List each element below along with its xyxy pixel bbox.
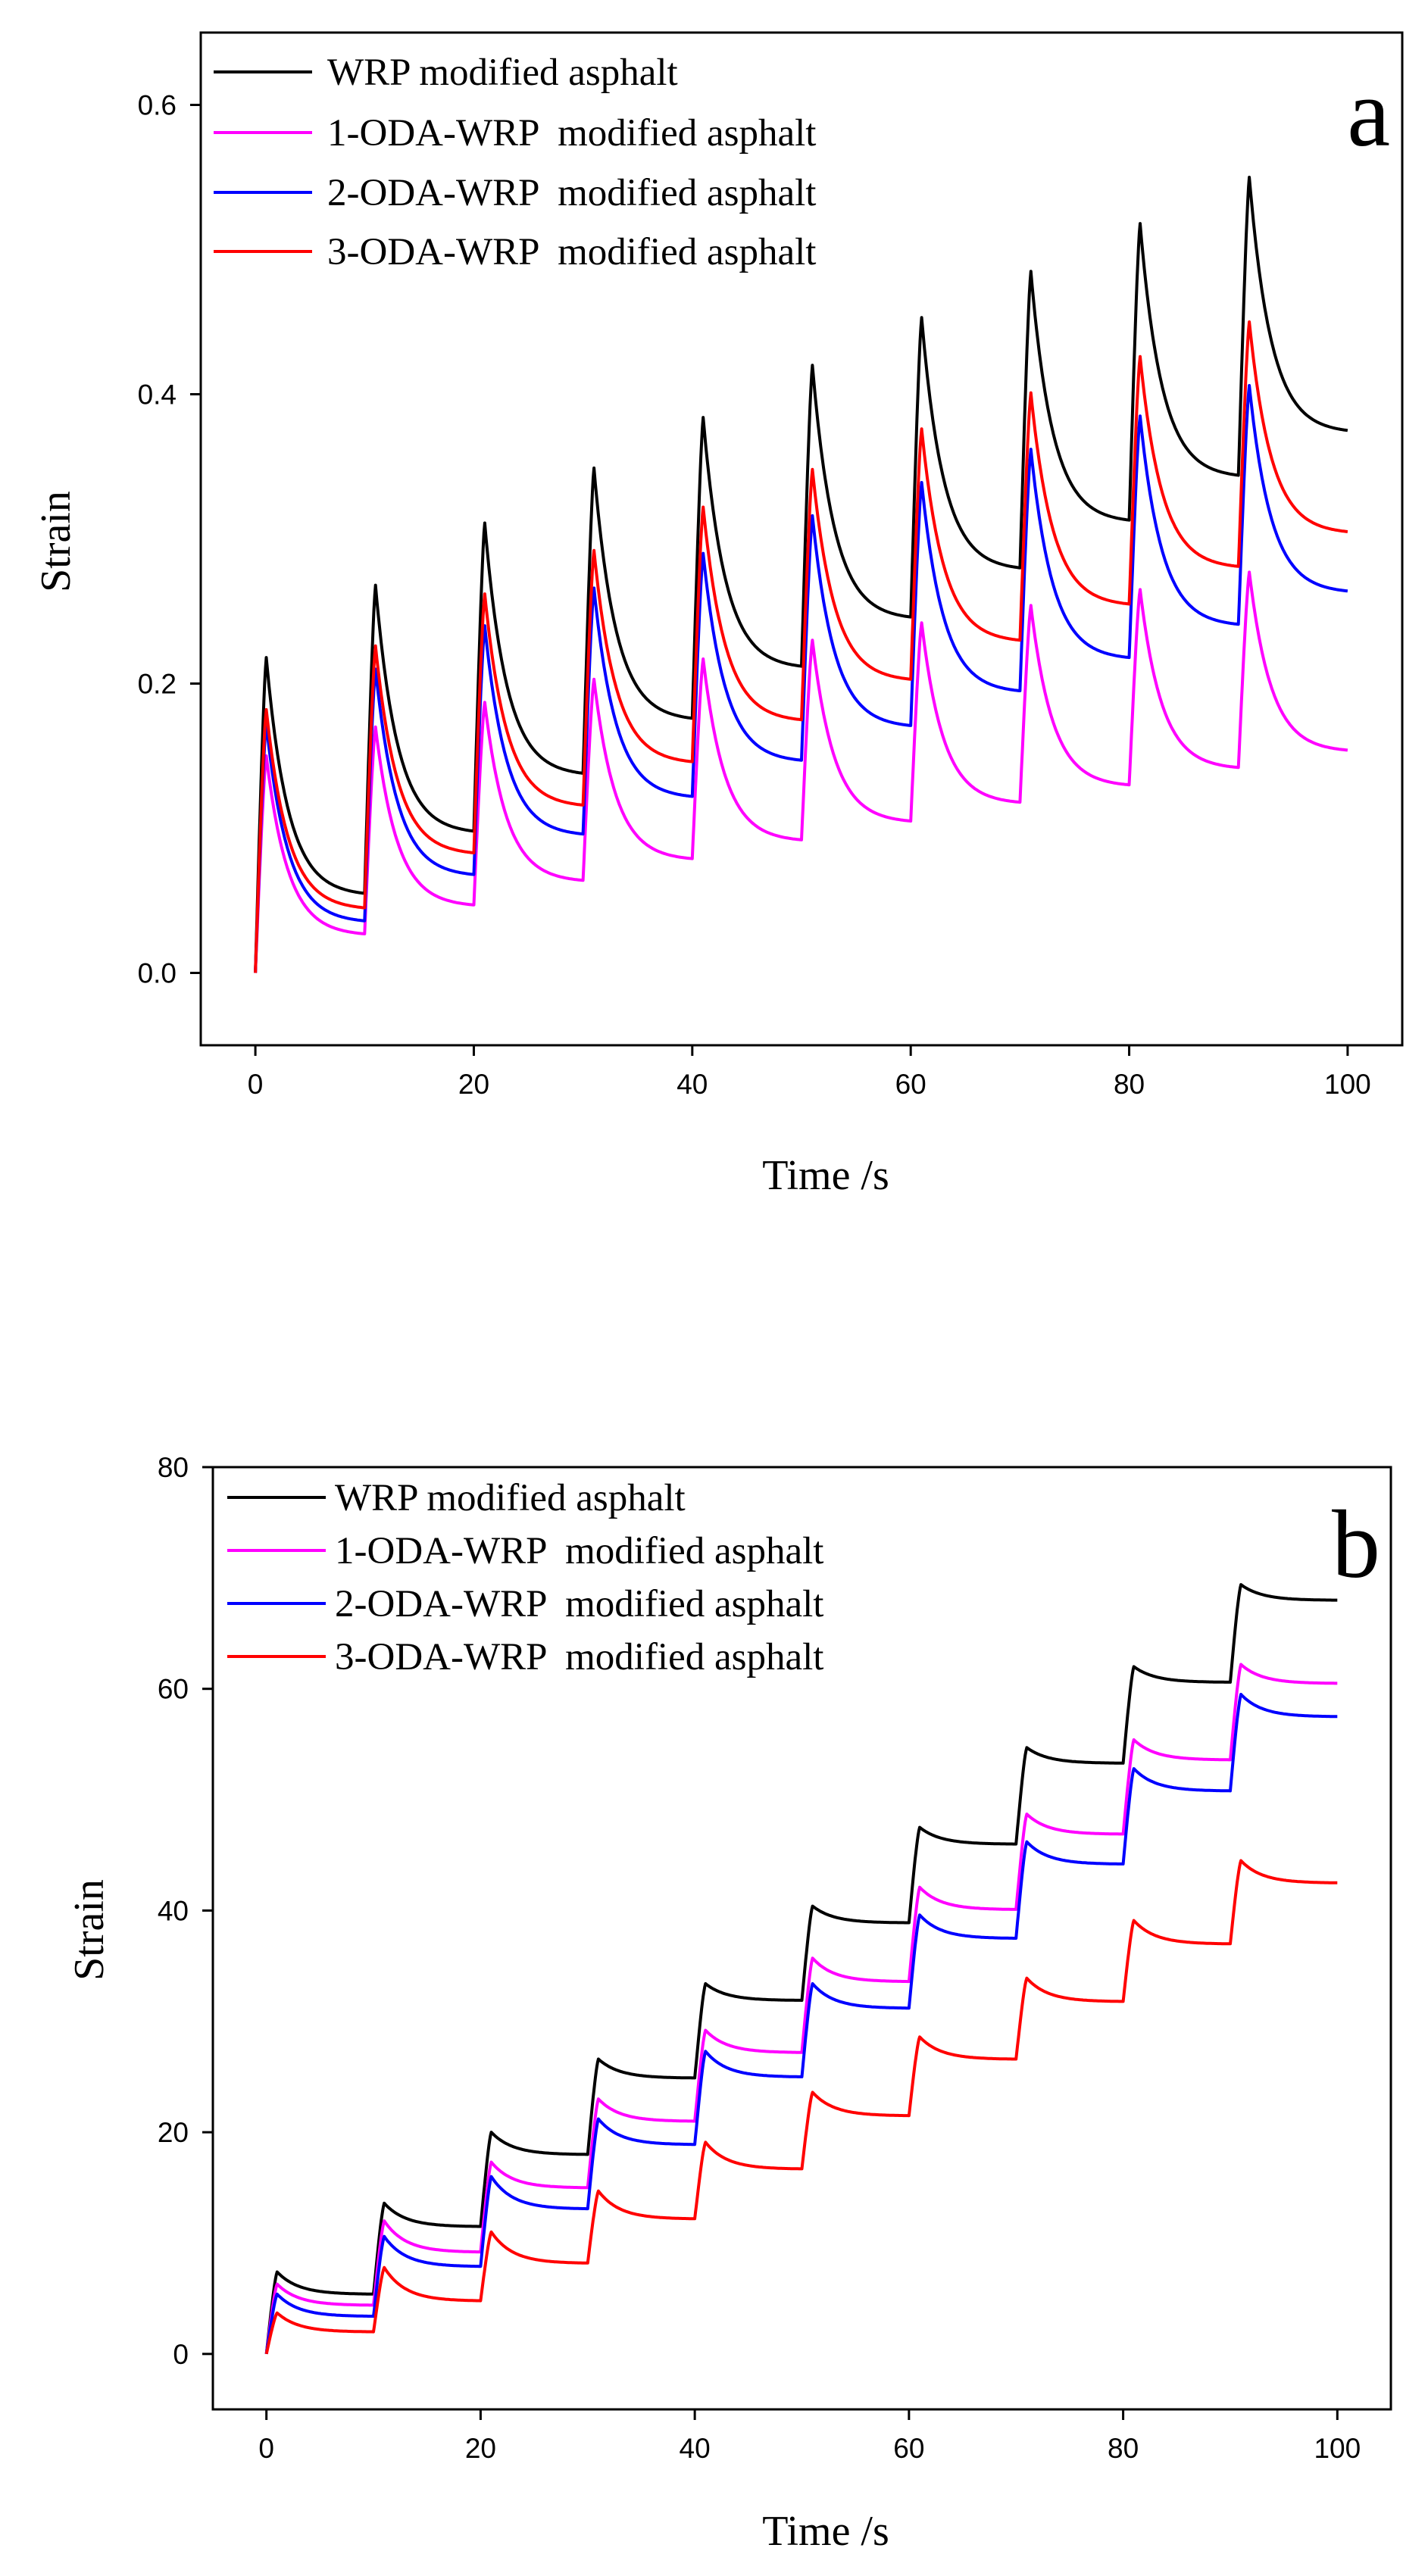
series-line-a-3 (254, 320, 1348, 973)
series-line-b-3 (264, 1859, 1338, 2355)
series-line-b-2 (264, 1693, 1338, 2355)
series-group-b (264, 1583, 1338, 2355)
y-tick-label-a-3: 0.6 (138, 90, 177, 121)
plot-frame-a (199, 31, 1404, 1047)
x-tick-label-a-3: 60 (895, 1069, 926, 1100)
legend-label-a-2: 2-ODA-WRP modified asphalt (327, 172, 816, 214)
series-line-b-0 (264, 1583, 1338, 2355)
y-axis-title-a: Strain (33, 491, 80, 592)
x-tick-label-b-5: 100 (1314, 2433, 1361, 2464)
x-tick-label-b-2: 40 (680, 2433, 711, 2464)
y-axis-title-b: Strain (66, 1879, 113, 1981)
x-axis-ticks-a: 0 20 40 60 80 100 (248, 1045, 1371, 1100)
series-line-a-0 (254, 176, 1348, 973)
x-tick-label-a-4: 80 (1114, 1069, 1145, 1100)
x-tick-label-b-4: 80 (1108, 2433, 1139, 2464)
legend-a: WRP modified asphalt 1-ODA-WRP modified … (214, 52, 816, 273)
legend-label-a-1: 1-ODA-WRP modified asphalt (327, 112, 816, 155)
x-tick-label-a-1: 20 (458, 1069, 489, 1100)
y-axis-ticks-b: 0 20 40 60 80 (158, 1452, 213, 2370)
x-tick-label-a-2: 40 (677, 1069, 708, 1100)
x-tick-label-a-0: 0 (248, 1069, 264, 1100)
series-line-a-2 (254, 384, 1348, 973)
series-group-a (254, 176, 1348, 973)
x-tick-label-a-5: 100 (1324, 1069, 1371, 1100)
legend-label-b-3: 3-ODA-WRP modified asphalt (335, 1636, 823, 1678)
x-axis-ticks-b: 0 20 40 60 80 100 (258, 2409, 1361, 2464)
legend-label-b-2: 2-ODA-WRP modified asphalt (335, 1583, 823, 1625)
y-axis-ticks-a: 0.0 0.2 0.4 0.6 (138, 90, 201, 989)
y-tick-label-b-3: 60 (158, 1674, 189, 1705)
panel-letter-b: b (1332, 1491, 1380, 1598)
y-tick-label-b-4: 80 (158, 1452, 189, 1483)
y-tick-label-b-1: 20 (158, 2117, 189, 2148)
series-line-a-1 (254, 570, 1348, 973)
y-tick-label-b-2: 40 (158, 1895, 189, 1926)
legend-label-a-0: WRP modified asphalt (327, 52, 678, 94)
y-tick-label-a-1: 0.2 (138, 669, 177, 700)
x-axis-title-a: Time /s (762, 1152, 889, 1199)
y-tick-label-a-2: 0.4 (138, 379, 177, 411)
x-tick-label-b-0: 0 (258, 2433, 274, 2464)
panel-letter-a: a (1347, 59, 1390, 167)
x-axis-title-b: Time /s (762, 2508, 889, 2555)
legend-label-a-3: 3-ODA-WRP modified asphalt (327, 231, 816, 273)
panel-a-chart: 0 20 40 60 80 100 0.0 0.2 0.4 0.6 Time /s Strain… (33, 31, 1404, 1199)
legend-label-b-0: WRP modified asphalt (335, 1477, 686, 1519)
legend-b: WRP modified asphalt 1-ODA-WRP modified … (227, 1477, 823, 1678)
plot-frame-b (211, 1466, 1392, 2411)
legend-label-b-1: 1-ODA-WRP modified asphalt (335, 1530, 823, 1572)
y-tick-label-b-0: 0 (173, 2339, 189, 2370)
x-tick-label-b-3: 60 (893, 2433, 924, 2464)
series-line-b-1 (264, 1663, 1338, 2355)
x-tick-label-b-1: 20 (465, 2433, 496, 2464)
y-tick-label-a-0: 0.0 (138, 958, 177, 989)
